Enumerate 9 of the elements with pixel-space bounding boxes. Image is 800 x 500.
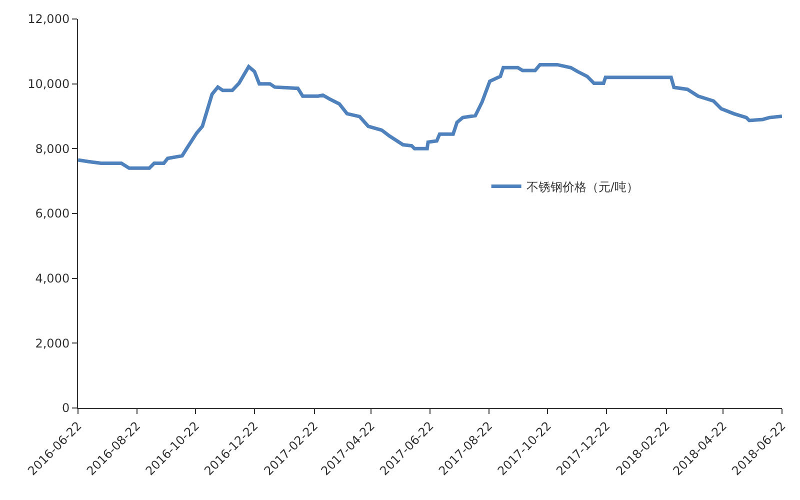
y-tick-label: 2,000	[35, 336, 70, 350]
y-tick-label: 6,000	[35, 206, 70, 221]
y-tick-label: 4,000	[35, 272, 70, 286]
y-tick-label: 10,000	[28, 77, 70, 92]
line-series	[78, 62, 782, 170]
y-tick-label: 8,000	[35, 142, 70, 156]
y-tick-label: 12,000	[28, 12, 70, 26]
y-tick-label: 0	[62, 401, 70, 416]
legend-label: 不锈钢价格（元/吨）	[526, 180, 638, 194]
